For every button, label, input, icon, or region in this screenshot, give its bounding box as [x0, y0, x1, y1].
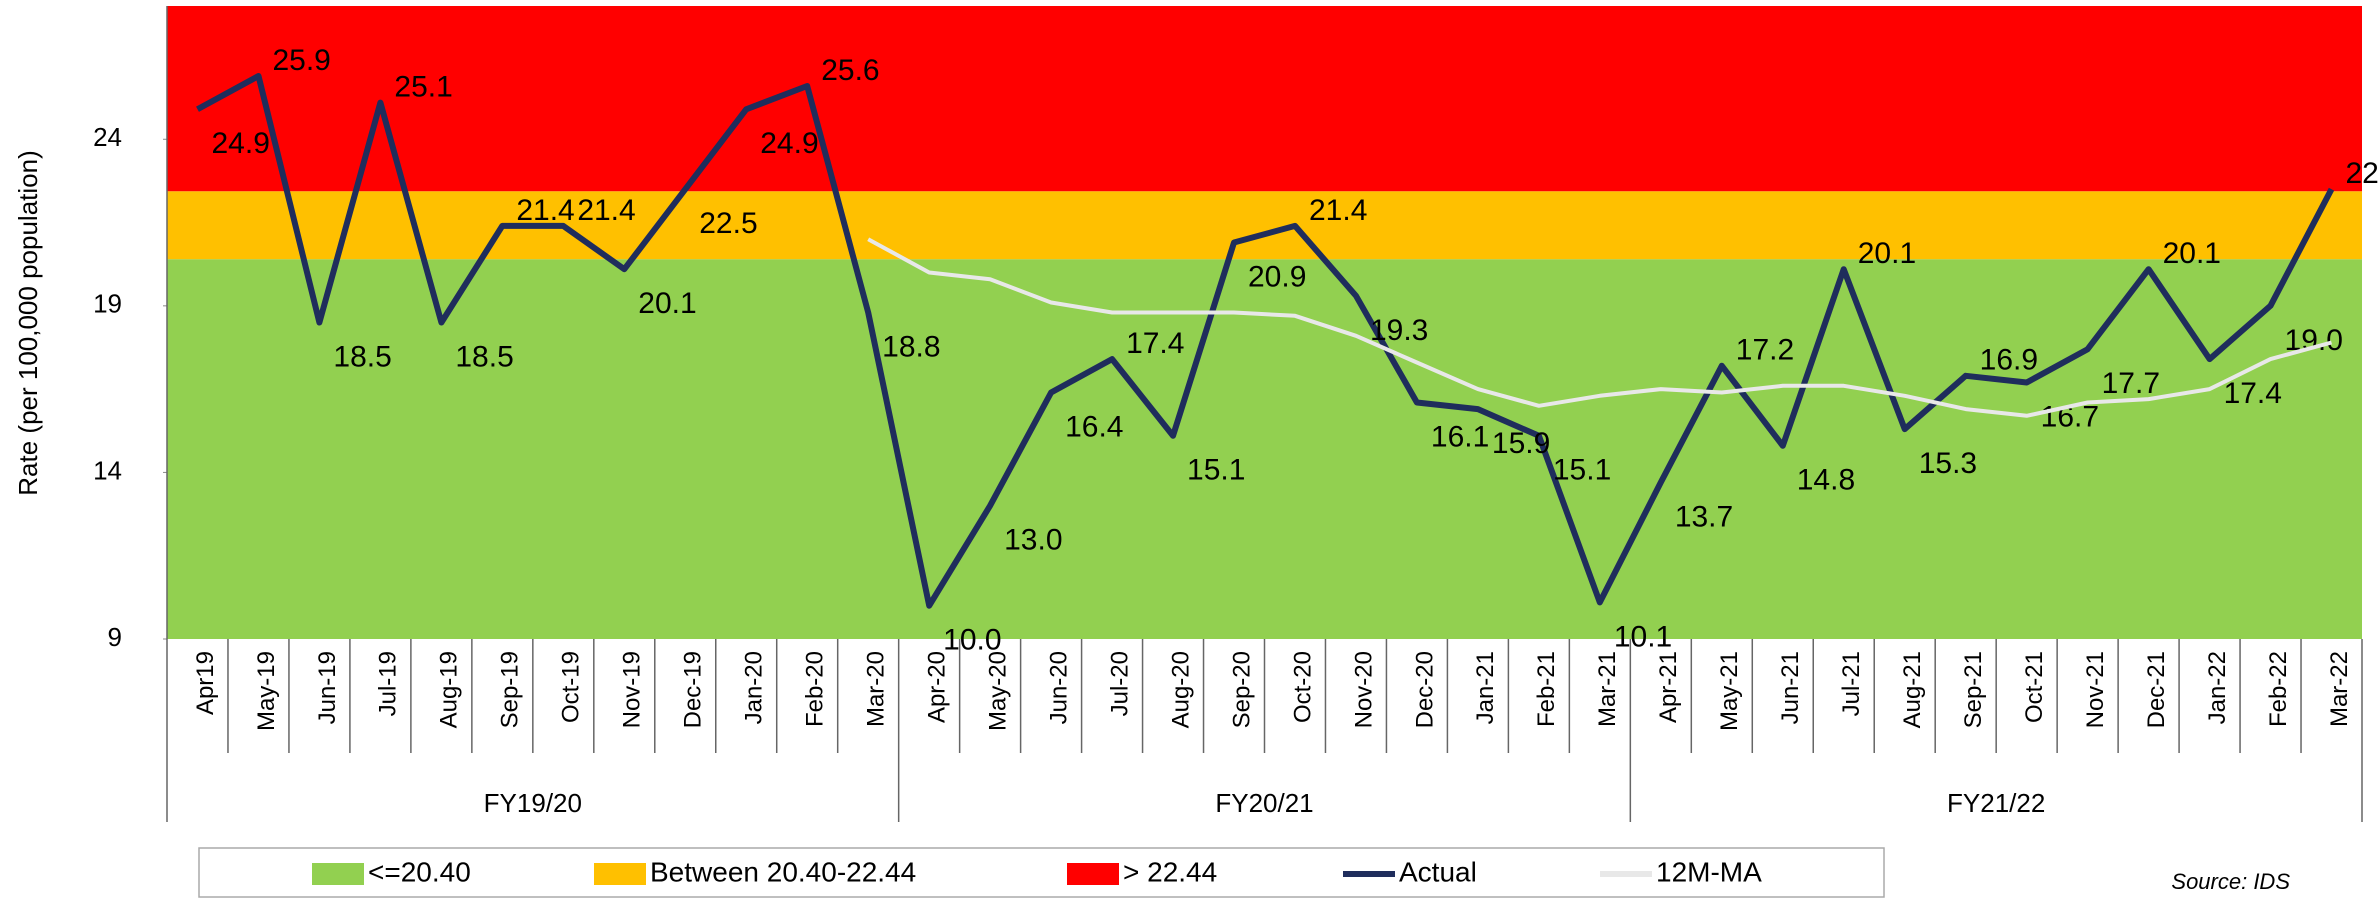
group-label: FY19/20 — [484, 788, 582, 818]
x-tick-label: Dec-20 — [1411, 651, 1438, 728]
y-tick-label: 14 — [93, 455, 122, 485]
data-label: 13.0 — [1004, 524, 1062, 557]
x-tick-label: Feb-22 — [2265, 651, 2292, 727]
data-label: 21.4 — [1309, 194, 1367, 227]
data-label: 24.9 — [760, 127, 818, 160]
x-tick-label: Sep-20 — [1228, 651, 1255, 728]
data-label: 10.1 — [1614, 620, 1672, 653]
source: Source: IDS — [2171, 869, 2290, 894]
data-label: 25.9 — [272, 44, 330, 77]
x-tick-label: Aug-20 — [1167, 651, 1194, 728]
x-tick-label: Oct-20 — [1289, 651, 1316, 723]
data-label: 16.4 — [1065, 410, 1123, 443]
x-tick-label: Nov-19 — [619, 651, 646, 728]
legend-label: <=20.40 — [368, 856, 471, 887]
legend-label: > 22.44 — [1123, 856, 1217, 887]
data-label: 17.2 — [1736, 334, 1794, 367]
legend-label: Actual — [1399, 856, 1477, 887]
x-tick-label: May-19 — [253, 651, 280, 731]
legend-swatch — [1067, 863, 1119, 885]
y-axis-title: Rate (per 100,000 population) — [13, 150, 43, 495]
data-label: 15.1 — [1553, 454, 1611, 487]
data-label: 22.5 — [2346, 157, 2379, 190]
band — [167, 191, 2362, 260]
x-tick-label: Aug-19 — [436, 651, 463, 728]
x-tick-label: Jan-21 — [1472, 651, 1499, 724]
x-tick-label: Dec-21 — [2143, 651, 2170, 728]
x-tick-label: Jun-21 — [1777, 651, 1804, 724]
x-tick-label: Jun-20 — [1045, 651, 1072, 724]
x-tick-label: Oct-19 — [558, 651, 585, 723]
data-label: 14.8 — [1797, 464, 1855, 497]
group-label: FY21/22 — [1947, 788, 2045, 818]
data-label: 21.4 — [577, 194, 635, 227]
x-tick-label: Feb-20 — [802, 651, 829, 727]
series-line — [867, 237, 2333, 418]
legend-label: 12M-MA — [1656, 856, 1762, 887]
data-label: 25.6 — [821, 54, 879, 87]
x-tick-label: Jul-19 — [375, 651, 402, 716]
data-label: 10.0 — [943, 624, 1001, 657]
data-label: 16.1 — [1431, 420, 1489, 453]
data-label: 25.1 — [394, 71, 452, 104]
group-label: FY20/21 — [1215, 788, 1313, 818]
x-tick-label: Jul-20 — [1106, 651, 1133, 716]
x-tick-label: Oct-21 — [2021, 651, 2048, 723]
x-tick-label: Sep-21 — [1960, 651, 1987, 728]
x-tick-label: May-20 — [984, 651, 1011, 731]
data-label: 15.3 — [1919, 447, 1977, 480]
x-tick-label: Jul-21 — [1838, 651, 1865, 716]
data-label: 18.5 — [455, 340, 513, 373]
legend-swatch — [594, 863, 646, 885]
x-tick-label: Aug-21 — [1899, 651, 1926, 728]
data-label: 17.4 — [2224, 377, 2282, 410]
data-label: 21.4 — [516, 194, 574, 227]
data-label: 20.1 — [638, 287, 696, 320]
data-label: 17.7 — [2102, 367, 2160, 400]
data-label: 16.9 — [1980, 344, 2038, 377]
data-label: 19.3 — [1370, 314, 1428, 347]
x-tick-label: Apr-20 — [923, 651, 950, 723]
x-tick-label: Apr19 — [192, 651, 219, 715]
y-tick-label: 19 — [93, 289, 122, 319]
band — [167, 6, 2362, 192]
x-tick-label: Jan-22 — [2204, 651, 2231, 724]
data-label: 18.5 — [333, 340, 391, 373]
x-tick-label: Jan-20 — [741, 651, 768, 724]
data-label: 20.9 — [1248, 260, 1306, 293]
data-label: 18.8 — [882, 330, 940, 363]
data-label: 22.5 — [699, 207, 757, 240]
x-tick-label: Feb-21 — [1533, 651, 1560, 727]
series-line — [196, 73, 2335, 609]
data-label: 13.7 — [1675, 500, 1733, 533]
data-label: 20.1 — [1858, 237, 1916, 270]
data-label: 20.1 — [2163, 237, 2221, 270]
x-tick-label: Mar-21 — [1594, 651, 1621, 727]
x-tick-label: Apr-21 — [1655, 651, 1682, 723]
x-tick-label: May-21 — [1716, 651, 1743, 731]
x-tick-label: Jun-19 — [314, 651, 341, 724]
y-tick-label: 9 — [108, 622, 122, 652]
y-tick-label: 24 — [93, 122, 122, 152]
data-label: 24.9 — [211, 127, 269, 160]
x-tick-label: Mar-20 — [863, 651, 890, 727]
x-tick-label: Mar-22 — [2326, 651, 2353, 727]
data-label: 15.9 — [1492, 427, 1550, 460]
x-tick-label: Dec-19 — [680, 651, 707, 728]
band — [167, 259, 2362, 639]
legend-label: Between 20.40-22.44 — [650, 856, 916, 887]
x-tick-label: Sep-19 — [497, 651, 524, 728]
x-tick-label: Nov-21 — [2082, 651, 2109, 728]
legend-swatch — [312, 863, 364, 885]
data-label: 15.1 — [1187, 454, 1245, 487]
x-tick-label: Nov-20 — [1350, 651, 1377, 728]
data-label: 17.4 — [1126, 327, 1184, 360]
